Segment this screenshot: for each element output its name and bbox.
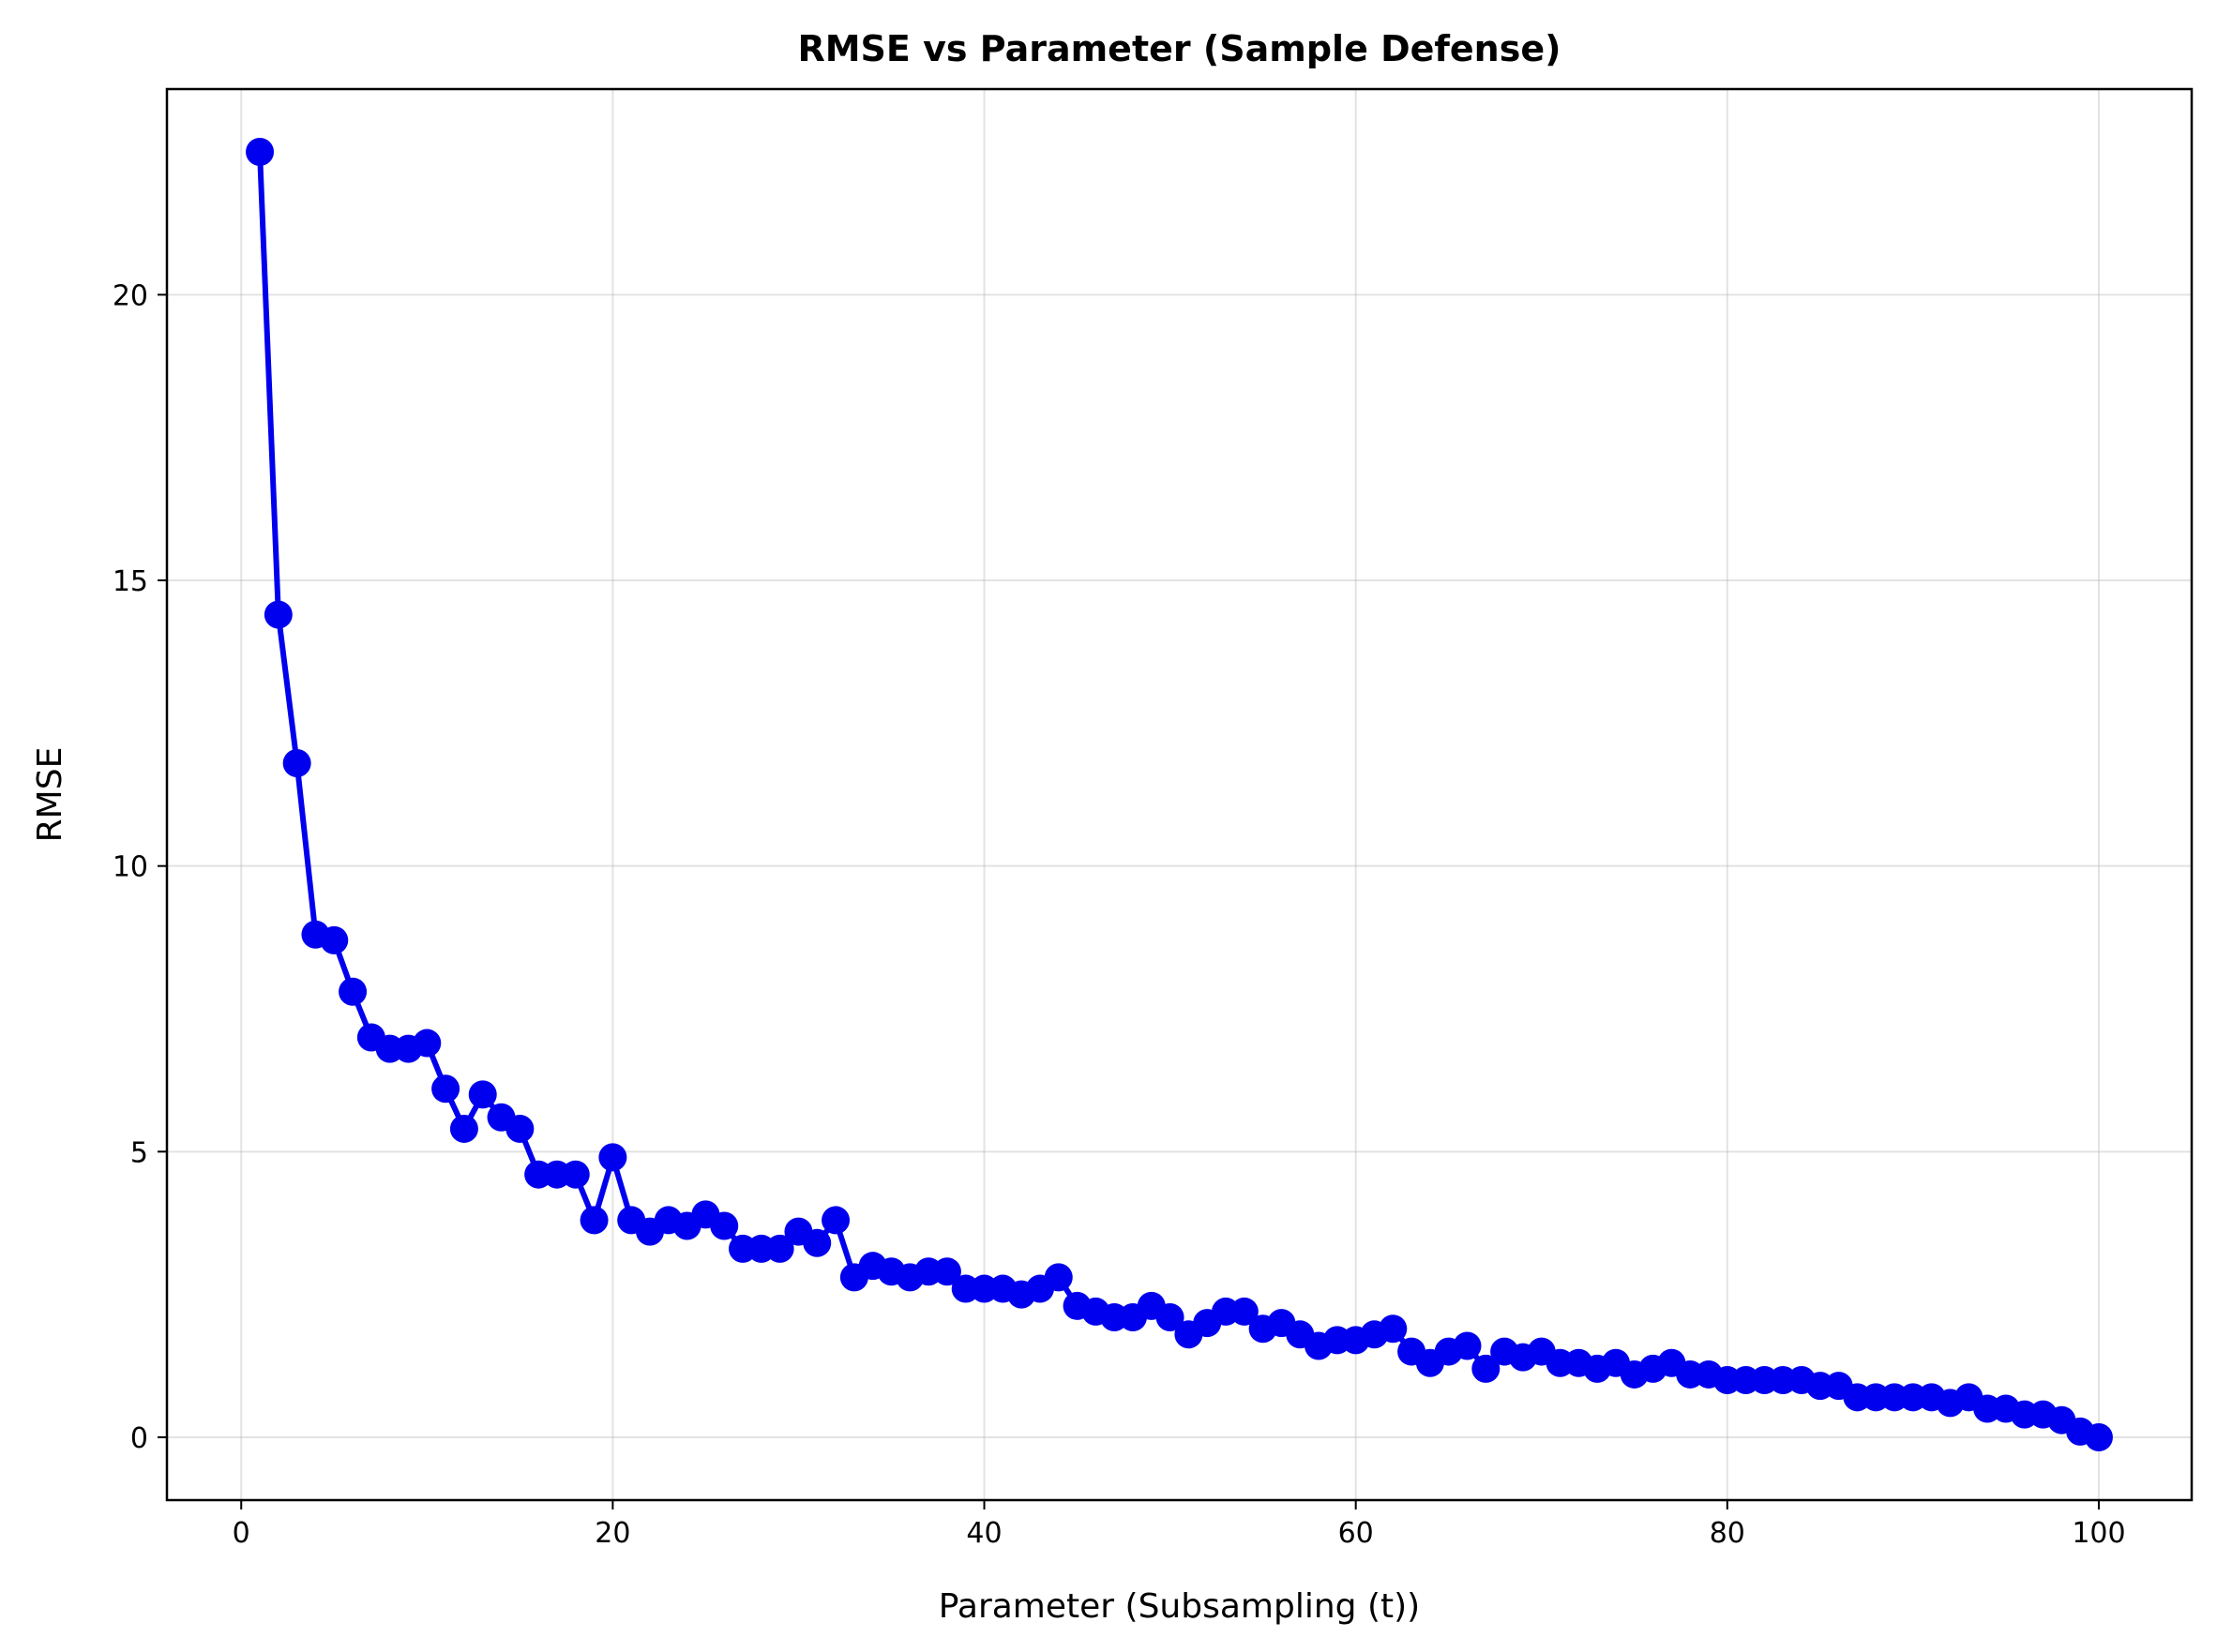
data-point [1453,1331,1482,1360]
x-tick-label: 0 [233,1517,250,1550]
data-point [264,600,293,629]
data-point [282,748,311,777]
ticks: 0 20 40 60 80 100 0 5 10 15 20 [113,279,2126,1550]
data-point [505,1114,535,1143]
data-point [803,1228,832,1257]
data-point [561,1160,590,1189]
y-axis-label: RMSE [31,747,69,843]
data-point [1044,1263,1073,1292]
x-tick-label: 40 [966,1517,1002,1550]
data-point [339,977,368,1006]
data-point [765,1234,794,1263]
x-tick-label: 20 [595,1517,630,1550]
x-tick-label: 60 [1338,1517,1374,1550]
data-point [1155,1303,1184,1332]
data-point [320,925,349,954]
x-tick-label: 100 [2072,1517,2125,1550]
data-point [413,1029,442,1058]
data-point [1379,1314,1408,1344]
y-tick-label: 20 [113,279,148,312]
plot-frame [165,87,2194,1502]
data-point [598,1143,627,1172]
data-point [468,1080,497,1109]
y-tick-label: 5 [130,1136,148,1169]
data-point [1471,1354,1501,1383]
x-tick-label: 80 [1710,1517,1745,1550]
data-point [932,1257,961,1286]
data-point [246,138,275,167]
data-point [2084,1422,2113,1451]
data-point [580,1206,609,1235]
data-point [449,1114,478,1143]
data-point [1229,1297,1259,1326]
data-point [431,1074,460,1104]
y-tick-label: 10 [113,851,148,884]
chart-title: RMSE vs Parameter (Sample Defense) [797,28,1561,69]
y-tick-label: 15 [113,565,148,598]
series-layer [246,138,2113,1451]
y-tick-label: 0 [130,1422,148,1455]
data-point [822,1206,851,1235]
grid [167,89,2192,1500]
data-point [710,1211,739,1240]
x-axis-label: Parameter (Subsampling (t)) [939,1587,1420,1626]
